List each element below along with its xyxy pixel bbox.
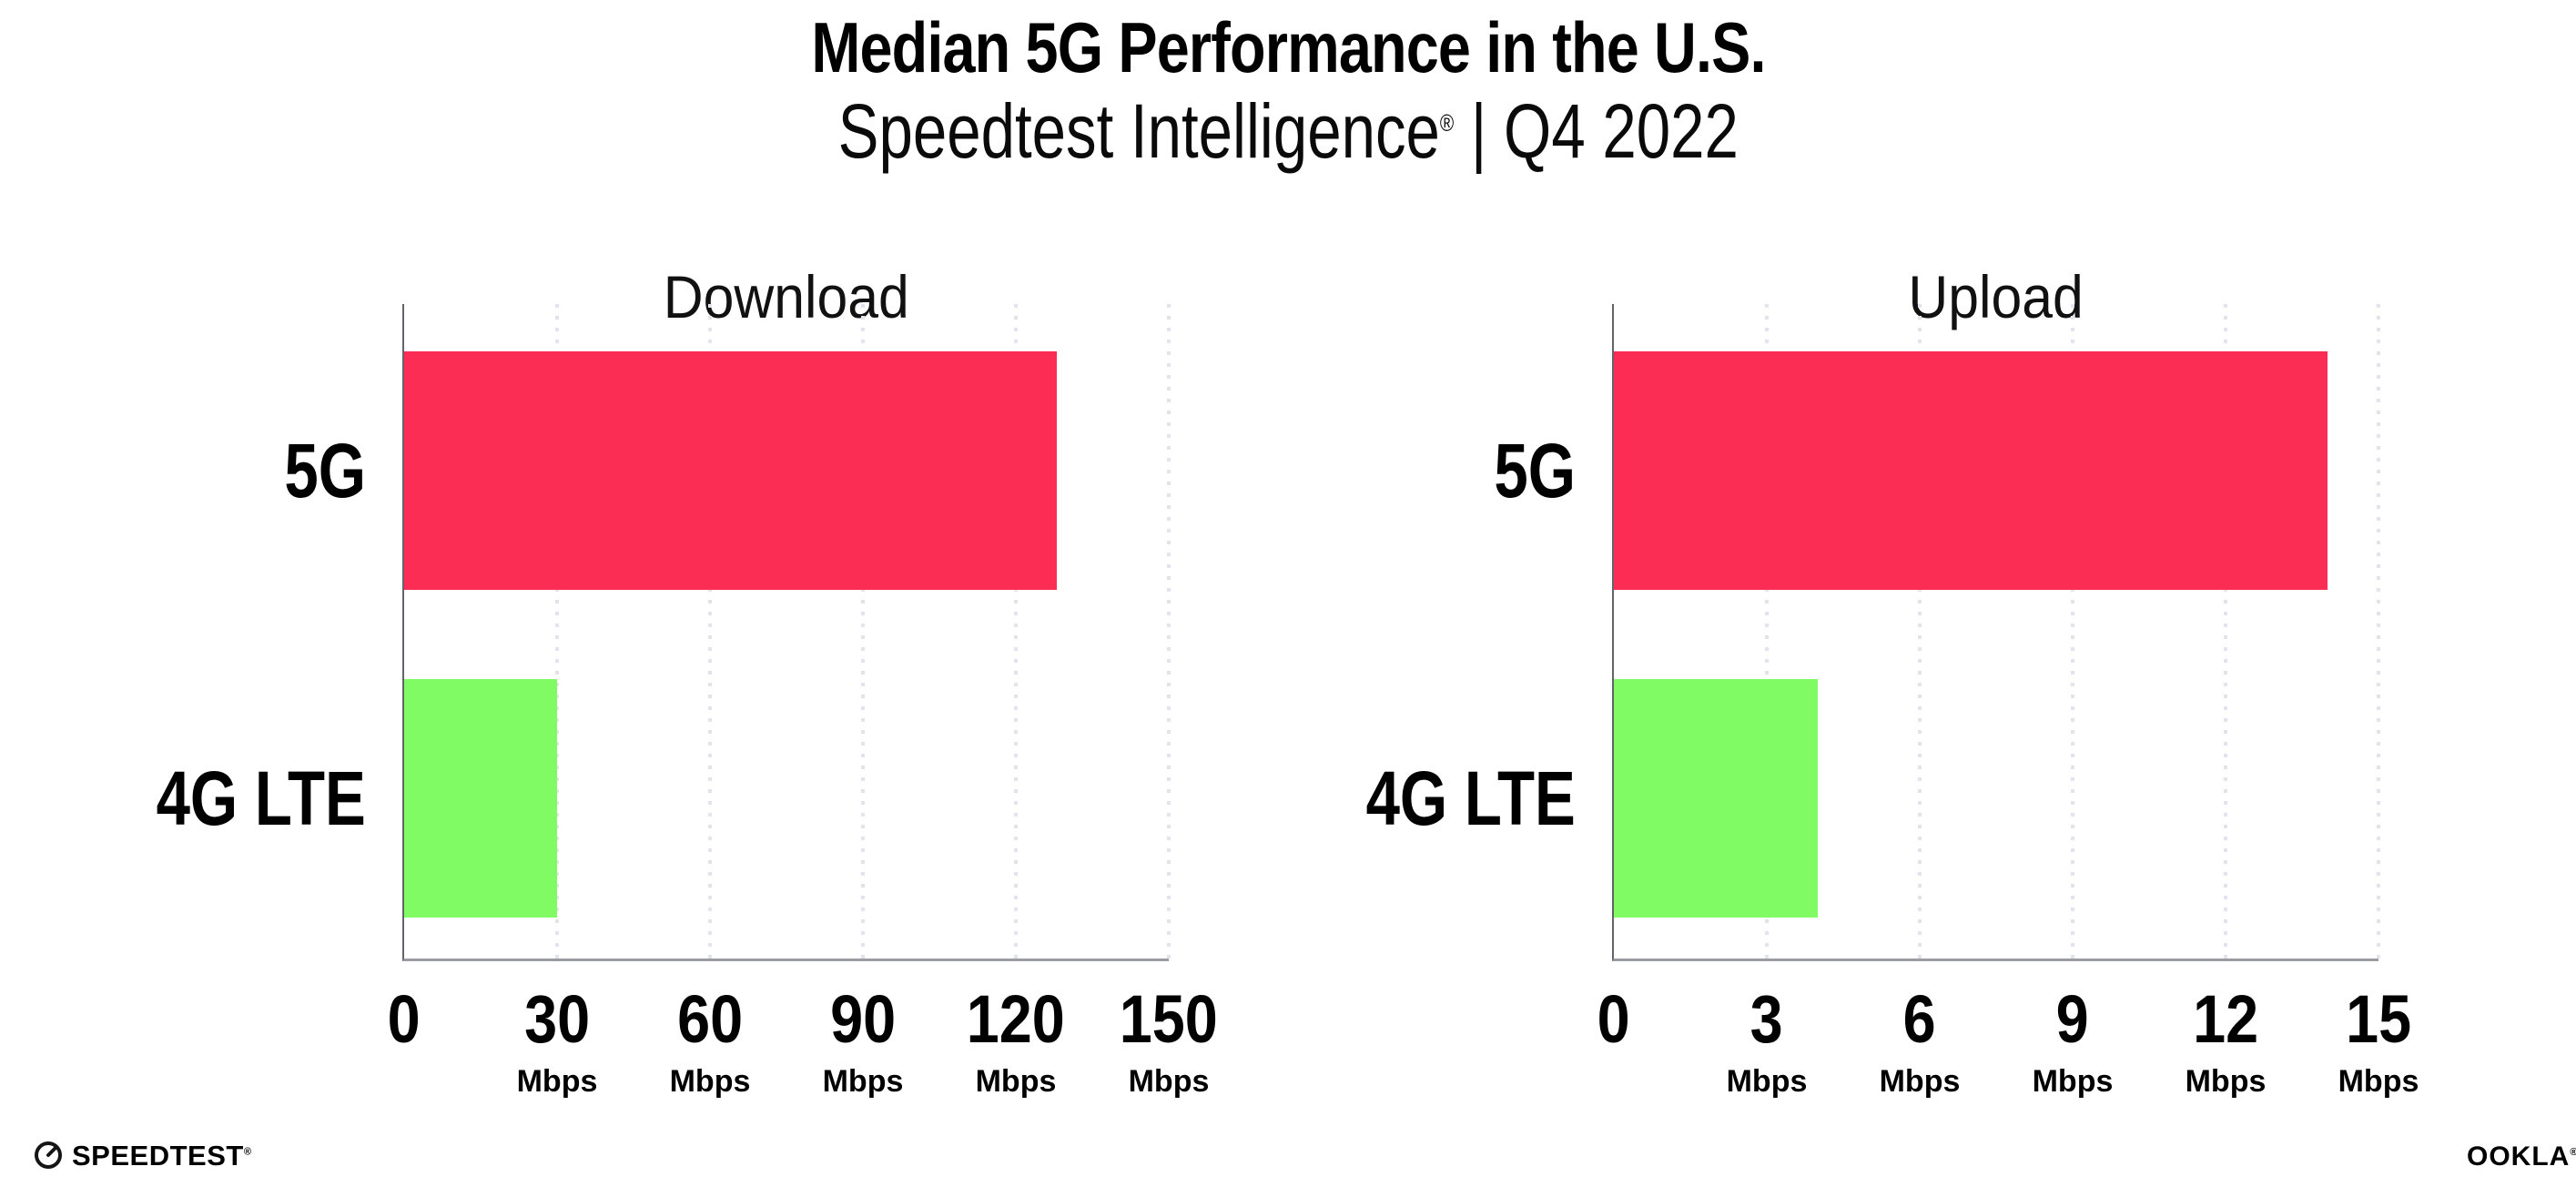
x-tick-value: 120 (966, 981, 1066, 1057)
download-chart-title: Download (663, 262, 910, 330)
registered-trademark-icon: ® (1439, 109, 1454, 137)
gridline-3 (1765, 304, 1769, 959)
x-tick-3: 3 Mbps (1648, 981, 1885, 1099)
x-tick-unit: Mbps (1726, 1064, 1808, 1099)
gridline-60 (708, 304, 712, 959)
x-tick-unit: Mbps (1879, 1064, 1961, 1099)
x-tick-9: 9 Mbps (1954, 981, 2191, 1099)
gridline-6 (1918, 304, 1922, 959)
gridline-9 (2071, 304, 2074, 959)
x-tick-0: 0 (286, 986, 522, 1053)
upload-chart: Upload 0 3 Mbps 6 Mbps 9 Mbps 12 Mbps 15 Mbps 5G 4G … (1366, 267, 2419, 1097)
x-tick-unit: Mbps (2032, 1064, 2114, 1099)
x-tick-value: 0 (387, 981, 421, 1057)
gridline-15 (2377, 304, 2380, 959)
x-tick-value: 150 (1119, 981, 1219, 1057)
bar-4g-lte (404, 679, 557, 918)
ookla-registered-icon: ® (2570, 1147, 2576, 1158)
x-tick-0: 0 (1496, 986, 1732, 1053)
x-tick-value: 9 (2055, 981, 2090, 1057)
gridline-12 (2224, 304, 2227, 959)
speedtest-logo: SPEEDTEST® (33, 1140, 251, 1171)
x-tick-value: 6 (1902, 981, 1937, 1057)
subtitle-period: | Q4 2022 (1454, 88, 1739, 174)
figure-subtitle-text: Speedtest Intelligence® | Q4 2022 (837, 91, 1738, 171)
bar-5g (404, 351, 1057, 590)
x-tick-30: 30 Mbps (439, 981, 675, 1099)
gridline-120 (1014, 304, 1018, 959)
x-tick-value: 90 (829, 981, 897, 1057)
bar-4g-lte (1614, 679, 1818, 918)
x-tick-6: 6 Mbps (1801, 981, 2038, 1099)
category-label-4g-lte: 4G LTE (156, 756, 366, 841)
x-tick-value: 3 (1749, 981, 1784, 1057)
speedtest-gauge-icon (35, 1141, 62, 1169)
x-tick-unit: Mbps (516, 1064, 598, 1099)
x-tick-unit: Mbps (1128, 1064, 1210, 1099)
speedtest-registered-icon: ® (243, 1146, 252, 1158)
figure-subtitle: Speedtest Intelligence® | Q4 2022 (0, 91, 2576, 171)
gridline-90 (861, 304, 865, 959)
category-label-4g-lte: 4G LTE (1365, 756, 1576, 841)
figure-title-text: Median 5G Performance in the U.S. (810, 7, 1766, 87)
x-tick-unit: Mbps (669, 1064, 751, 1099)
download-chart: Download 0 30 Mbps 60 Mbps 90 Mbps 120 Mbps 150 Mb… (157, 267, 1218, 1097)
x-tick-value: 15 (2345, 981, 2412, 1057)
gridline-150 (1167, 304, 1171, 959)
x-tick-unit: Mbps (2185, 1064, 2267, 1099)
x-tick-150: 150 Mbps (1050, 981, 1287, 1099)
figure-title: Median 5G Performance in the U.S. (0, 7, 2576, 87)
x-tick-60: 60 Mbps (592, 981, 828, 1099)
x-tick-15: 15 Mbps (2260, 981, 2497, 1099)
x-tick-unit: Mbps (822, 1064, 904, 1099)
upload-chart-title: Upload (1908, 262, 2084, 330)
gridline-30 (555, 304, 559, 959)
bar-5g (1614, 351, 2328, 590)
speedtest-logo-text: SPEEDTEST® (72, 1139, 252, 1172)
x-tick-12: 12 Mbps (2107, 981, 2344, 1099)
category-label-5g: 5G (1494, 428, 1576, 513)
x-tick-value: 30 (523, 981, 591, 1057)
x-tick-90: 90 Mbps (745, 981, 981, 1099)
x-tick-value: 60 (676, 981, 744, 1057)
ookla-logo: OOKLA® (2467, 1143, 2576, 1171)
subtitle-brand: Speedtest Intelligence (837, 88, 1440, 174)
ookla-logo-text: OOKLA (2467, 1141, 2571, 1172)
category-label-5g: 5G (284, 428, 366, 513)
x-tick-120: 120 Mbps (898, 981, 1134, 1099)
x-tick-unit: Mbps (2338, 1064, 2419, 1099)
x-tick-value: 0 (1597, 981, 1631, 1057)
x-tick-value: 12 (2192, 981, 2259, 1057)
x-tick-unit: Mbps (975, 1064, 1057, 1099)
